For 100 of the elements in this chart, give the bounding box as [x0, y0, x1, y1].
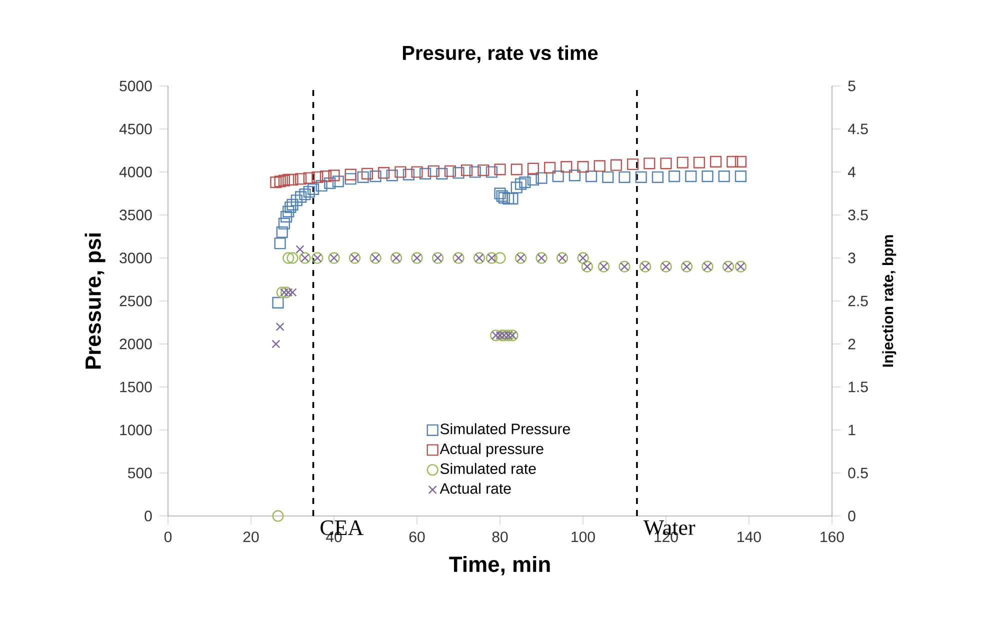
point	[303, 186, 315, 198]
x-tick-label: 0	[164, 532, 172, 542]
point	[635, 171, 647, 183]
point	[320, 170, 332, 182]
point	[270, 176, 282, 188]
point	[402, 168, 415, 180]
y2-tick-label: 4	[848, 166, 856, 178]
point	[295, 173, 307, 185]
x-tick-label: 60	[409, 532, 425, 542]
y-tick-label: 4000	[119, 166, 152, 178]
point	[296, 245, 304, 254]
point	[378, 167, 390, 179]
point	[527, 162, 539, 174]
point	[280, 210, 292, 223]
point	[332, 176, 344, 188]
point	[652, 171, 664, 183]
point	[693, 156, 705, 168]
point	[276, 322, 284, 332]
point	[510, 164, 522, 176]
point	[510, 182, 522, 194]
point	[428, 165, 440, 177]
point	[568, 170, 581, 182]
y-tick-label: 2500	[120, 296, 152, 306]
point	[726, 156, 738, 168]
point	[494, 164, 506, 176]
point	[278, 218, 290, 230]
point	[307, 183, 320, 195]
point	[286, 252, 298, 264]
y-tick-label: 2000	[120, 338, 152, 350]
y-tick-label: 5000	[120, 80, 152, 92]
point	[478, 164, 490, 176]
y2-tick-label: 4.5	[848, 124, 868, 134]
point	[295, 191, 307, 203]
point	[702, 170, 714, 182]
y-tick-label: 1000	[120, 424, 152, 436]
x-tick-label: 160	[820, 532, 844, 542]
point	[710, 156, 722, 168]
y2-axis-title: Injection rate, bpm	[882, 235, 896, 367]
x-tick-label: 80	[492, 532, 508, 542]
y2-tick-label: 1	[848, 424, 856, 436]
point	[452, 167, 464, 179]
point	[527, 174, 539, 186]
point	[290, 194, 302, 206]
y2-tick-label: 2	[848, 338, 856, 350]
point	[544, 162, 556, 174]
point	[328, 170, 340, 182]
point	[469, 166, 481, 178]
point	[420, 168, 432, 180]
point	[660, 158, 672, 170]
y-tick-label: 1500	[120, 382, 152, 392]
point	[734, 170, 747, 182]
point	[514, 178, 527, 190]
point	[519, 176, 531, 188]
y2-tick-label: 2.5	[848, 296, 868, 306]
point	[386, 170, 398, 182]
point	[577, 161, 589, 173]
x-tick-label: 20	[243, 532, 259, 542]
chart-title: Presure, rate vs time	[402, 45, 598, 63]
y-tick-label: 3500	[120, 210, 152, 220]
point	[411, 166, 423, 178]
point	[284, 201, 296, 214]
point	[282, 252, 294, 264]
point	[344, 168, 356, 180]
point	[552, 170, 564, 182]
point	[276, 226, 288, 238]
point	[282, 174, 294, 186]
legend-label: Simulated Pressure	[440, 423, 570, 434]
point	[718, 170, 730, 182]
point	[586, 170, 598, 182]
point	[370, 170, 382, 182]
point	[278, 174, 290, 186]
point	[502, 192, 514, 204]
point	[361, 168, 374, 180]
y-tick-label: 0	[144, 510, 152, 522]
point	[610, 159, 622, 171]
point	[618, 171, 630, 183]
point	[272, 340, 280, 348]
point	[444, 165, 456, 177]
point	[316, 180, 328, 192]
y2-tick-label: 3.5	[848, 210, 868, 220]
point	[272, 296, 284, 309]
y-tick-label: 500	[128, 468, 152, 478]
y-tick-label: 3000	[120, 252, 152, 264]
y-tick-label: 4500	[119, 124, 152, 134]
point	[303, 172, 315, 184]
legend-label: Actual rate	[440, 482, 511, 494]
point	[734, 156, 747, 168]
point	[274, 238, 286, 250]
x-axis-title: Time, min	[449, 556, 550, 576]
y2-tick-label: 1.5	[848, 382, 868, 392]
y2-tick-label: 5	[848, 80, 856, 92]
point	[676, 156, 688, 168]
point	[560, 161, 572, 173]
point	[286, 174, 298, 186]
y-axis-title: Pressure, psi	[84, 233, 106, 369]
x-tick-label: 100	[572, 532, 595, 542]
point	[486, 166, 498, 178]
point	[274, 176, 286, 188]
point	[685, 170, 697, 182]
point	[324, 177, 336, 189]
